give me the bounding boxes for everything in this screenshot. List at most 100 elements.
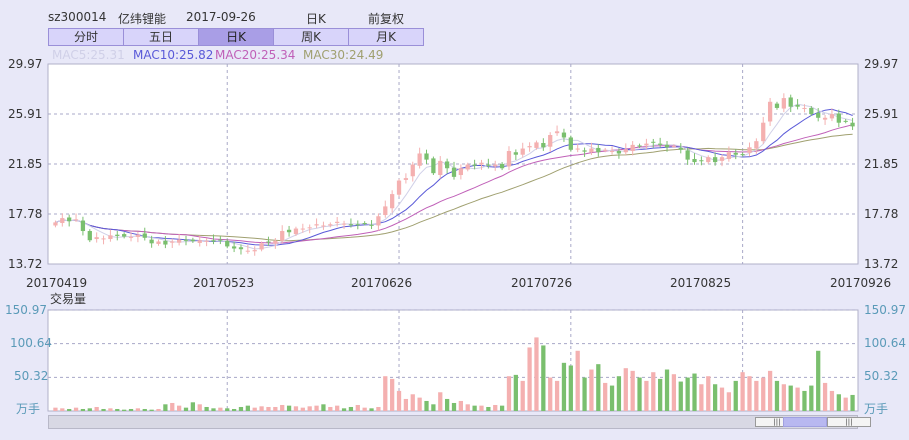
candle-body [843,120,848,122]
tab-five-day[interactable]: 五日 [124,29,199,45]
candle-body [809,107,814,115]
candle-body [197,240,202,243]
volume-bar [348,406,354,411]
candle-body [328,224,333,226]
candle-body [548,135,553,147]
volume-title: 交易量 [50,291,86,306]
adjust-label[interactable]: 前复权 [368,12,405,26]
candle-body [781,98,786,109]
volume-bar [575,350,580,411]
candle-body [520,148,525,155]
candle-body [630,144,635,152]
candle-body [747,147,752,153]
volume-bar [554,380,560,411]
volume-bar [80,408,86,411]
candle-body [142,233,147,238]
date-label-5: 20170926 [830,276,891,290]
candle-body [94,237,99,240]
candle-body [712,157,718,163]
candle-body [499,163,505,169]
volume-bar [383,376,388,411]
candle-body [80,220,86,232]
volume-bar [341,408,347,411]
volume-bar [321,404,326,411]
volume-bar [67,408,72,411]
volume-bar [767,370,773,411]
vol-tick-1: 100.64 [10,336,52,350]
scroll-thumb[interactable] [783,417,827,427]
candle-body [245,250,250,252]
period-label: 日K [306,12,326,26]
candle-body [135,234,141,237]
candle-body [149,239,154,244]
volume-axis-right: 150.97 100.64 50.32 万手 [864,303,906,415]
candle-body [314,224,319,226]
volume-bar [431,404,436,411]
candle-body [431,158,436,174]
kline-chart[interactable]: MAC5:25.31 MAC10:25.82 MAC20:25.34 MAC30… [0,0,909,415]
volume-bar [190,402,196,411]
volume-bar [135,408,141,411]
candle-body [438,160,443,176]
tab-weekly-k[interactable]: 周K [274,29,349,45]
ma5-legend: MAC5:25.31 [52,48,125,62]
volume-bar [850,394,855,411]
volume-bar [410,394,415,411]
candle-body [527,146,532,148]
tab-intraday[interactable]: 分时 [49,29,124,45]
scroll-right-button[interactable]: ||| [827,417,871,427]
volume-bar [101,408,106,411]
volume-bar [795,387,800,411]
volume-bar [314,405,319,411]
date-label-0: 20170419 [26,276,87,290]
period-tabs: 分时 五日 日K 周K 月K [48,28,424,46]
candle-body [651,141,656,143]
candle-body [108,235,113,240]
candle-body [280,231,285,241]
volume-bar [259,406,264,411]
price-tick-r2: 21.85 [864,157,898,171]
candle-body [795,104,800,107]
candle-body [183,239,189,241]
volume-bar [506,376,512,411]
volume-bar [774,380,780,411]
volume-bar [252,407,257,411]
price-tick-0: 29.97 [8,57,42,71]
price-axis-left: 29.97 25.91 21.85 17.78 13.72 [8,57,42,271]
volume-bar [355,404,360,411]
vol-tick-r2: 50.32 [864,369,898,383]
vol-tick-0: 150.97 [5,303,47,317]
volume-bar [548,377,553,411]
candle-body [754,141,759,149]
vol-tick-2: 50.32 [14,369,48,383]
candle-body [692,159,697,163]
candle-body [190,239,196,242]
price-tick-1: 25.91 [8,107,42,121]
chart-scrollbar[interactable]: ||| ||| [48,415,871,429]
volume-bar [53,407,58,411]
candle-body [238,247,244,250]
date-label-3: 20170726 [511,276,572,290]
candle-body [451,167,457,177]
volume-bar [829,390,835,411]
volume-bar [520,380,525,411]
candle-body [383,206,388,216]
candle-body [774,103,780,108]
volume-bar [328,406,333,411]
volume-bar [754,380,759,411]
volume-bar [630,370,635,411]
volume-bar [307,406,312,411]
ma20-line [55,124,853,244]
candle-body [300,228,305,230]
price-tick-3: 17.78 [8,207,42,221]
price-tick-r3: 17.78 [864,207,898,221]
tab-daily-k[interactable]: 日K [199,29,274,45]
volume-bar [94,406,99,411]
candle-body [286,229,292,233]
candle-body [348,224,354,226]
tab-monthly-k[interactable]: 月K [349,29,423,45]
price-tick-r1: 25.91 [864,107,898,121]
candle-body [335,221,340,224]
candle-body [321,225,326,227]
volume-bar [809,385,814,411]
